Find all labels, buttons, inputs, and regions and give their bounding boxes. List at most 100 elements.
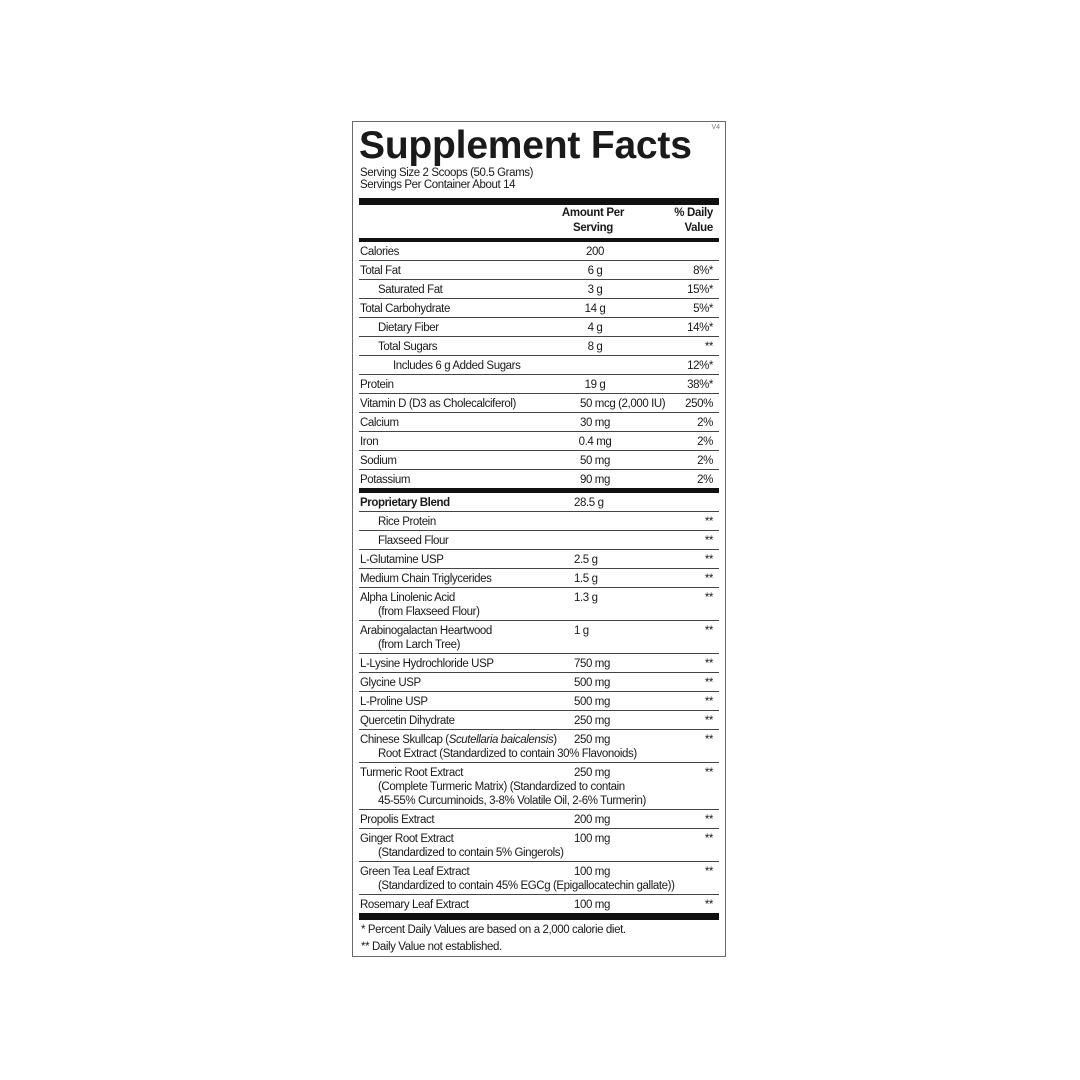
daily-value: ** bbox=[704, 814, 714, 826]
table-row: L-Lysine Hydrochloride USP 750 mg ** bbox=[359, 654, 719, 673]
table-row: Quercetin Dihydrate 250 mg ** bbox=[359, 711, 719, 730]
ingredient-name: Sodium bbox=[359, 454, 719, 468]
table-row: Rice Protein ** bbox=[359, 512, 719, 531]
ingredient-name: Ginger Root Extract bbox=[359, 832, 719, 846]
ingredient-name-text: L-Glutamine USP bbox=[360, 554, 444, 566]
ingredient-name: L-Lysine Hydrochloride USP bbox=[359, 657, 719, 671]
ingredient-name: Arabinogalactan Heartwood bbox=[359, 624, 719, 638]
daily-value: 2% bbox=[697, 436, 713, 448]
ingredient-name: L-Proline USP bbox=[359, 695, 719, 709]
table-row: Potassium 90 mg 2% bbox=[359, 470, 719, 488]
supplement-facts-panel: Supplement Facts V4 Serving Size 2 Scoop… bbox=[352, 121, 726, 957]
ingredient-name-text: Arabinogalactan Heartwood bbox=[360, 625, 492, 637]
ingredient-name: Turmeric Root Extract bbox=[359, 766, 719, 780]
ingredient-name-text: Total Carbohydrate bbox=[360, 303, 450, 315]
daily-value: 5%* bbox=[693, 303, 713, 315]
table-row: Propolis Extract 200 mg ** bbox=[359, 810, 719, 829]
ingredient-name: Rice Protein bbox=[359, 515, 719, 529]
servings-per-container: Servings Per Container About 14 bbox=[360, 179, 516, 191]
daily-value: 14%* bbox=[687, 322, 713, 334]
ingredient-detail: (from Flaxseed Flour) bbox=[378, 606, 480, 618]
daily-value: ** bbox=[704, 625, 714, 637]
serving-info: Serving Size 2 Scoops (50.5 Grams) Servi… bbox=[360, 167, 533, 191]
daily-value: 2% bbox=[697, 474, 713, 486]
table-row: Alpha Linolenic Acid (from Flaxseed Flour… bbox=[359, 588, 719, 621]
table-row: Glycine USP 500 mg ** bbox=[359, 673, 719, 692]
amount-per-serving: 2.5 g bbox=[574, 554, 598, 566]
nutrient-rows: Calories 200 Total Fat 6 g 8%* Saturated Fat 3… bbox=[359, 242, 719, 488]
bottom-divider bbox=[359, 913, 719, 920]
ingredient-name-text: Alpha Linolenic Acid bbox=[360, 592, 455, 604]
ingredient-name: Proprietary Blend bbox=[359, 496, 719, 510]
ingredient-name-text: Medium Chain Triglycerides bbox=[360, 573, 492, 585]
ingredient-name: Green Tea Leaf Extract bbox=[359, 865, 719, 879]
amount-per-serving: 100 mg bbox=[574, 833, 610, 845]
table-row: Total Carbohydrate 14 g 5%* bbox=[359, 299, 719, 318]
table-row: Total Sugars 8 g ** bbox=[359, 337, 719, 356]
daily-value: ** bbox=[704, 554, 714, 566]
ingredient-name-text: Green Tea Leaf Extract bbox=[360, 866, 470, 878]
ingredient-latin-name: Scutellaria baicalensis bbox=[448, 734, 554, 746]
amount-per-serving: 90 mg bbox=[580, 474, 610, 486]
ingredient-name: Includes 6 g Added Sugars bbox=[359, 359, 719, 373]
amount-per-serving: 3 g bbox=[587, 284, 603, 296]
ingredient-name: Total Carbohydrate bbox=[359, 302, 719, 316]
amount-header-line1: Amount Per bbox=[561, 207, 625, 219]
daily-value: 38%* bbox=[687, 379, 713, 391]
amount-header-line2: Serving bbox=[572, 222, 614, 234]
ingredient-name-text: Proprietary Blend bbox=[360, 497, 450, 509]
amount-per-serving: 8 g bbox=[587, 341, 603, 353]
ingredient-name: Vitamin D (D3 as Cholecalciferol) bbox=[359, 397, 719, 411]
ingredient-name: Dietary Fiber bbox=[359, 321, 719, 335]
daily-value: 2% bbox=[697, 417, 713, 429]
table-row: Ginger Root Extract (Standardized to cont… bbox=[359, 829, 719, 862]
ingredient-name: Calories bbox=[359, 245, 719, 259]
ingredient-name: L-Glutamine USP bbox=[359, 553, 719, 567]
header-divider bbox=[359, 238, 719, 242]
ingredient-name: Saturated Fat bbox=[359, 283, 719, 297]
ingredient-name: Medium Chain Triglycerides bbox=[359, 572, 719, 586]
table-row: Sodium 50 mg 2% bbox=[359, 451, 719, 470]
ingredient-name-text: Quercetin Dihydrate bbox=[360, 715, 455, 727]
ingredient-name-text: Protein bbox=[360, 379, 394, 391]
daily-value-header-line1: % Daily bbox=[674, 207, 713, 219]
amount-per-serving: 250 mg bbox=[574, 715, 610, 727]
version-code: V4 bbox=[711, 124, 720, 131]
amount-per-serving: 6 g bbox=[587, 265, 603, 277]
daily-value: ** bbox=[704, 866, 714, 878]
ingredient-name: Quercetin Dihydrate bbox=[359, 714, 719, 728]
amount-per-serving: 14 g bbox=[584, 303, 606, 315]
daily-value: 15%* bbox=[687, 284, 713, 296]
table-row: L-Proline USP 500 mg ** bbox=[359, 692, 719, 711]
ingredient-name: Rosemary Leaf Extract bbox=[359, 898, 719, 912]
ingredient-name-text: Total Fat bbox=[360, 265, 401, 277]
amount-per-serving: 30 mg bbox=[580, 417, 610, 429]
ingredient-name-text: L-Proline USP bbox=[360, 696, 428, 708]
ingredient-name: Total Sugars bbox=[359, 340, 719, 354]
ingredient-detail: (from Larch Tree) bbox=[378, 639, 461, 651]
table-row: Iron 0.4 mg 2% bbox=[359, 432, 719, 451]
ingredient-name: Potassium bbox=[359, 473, 719, 487]
table-row: Vitamin D (D3 as Cholecalciferol) 50 mcg … bbox=[359, 394, 719, 413]
ingredient-name-text: Propolis Extract bbox=[360, 814, 435, 826]
amount-per-serving: 100 mg bbox=[574, 899, 610, 911]
ingredient-name-text: L-Lysine Hydrochloride USP bbox=[360, 658, 494, 670]
amount-per-serving: 0.4 mg bbox=[578, 436, 612, 448]
table-row: Saturated Fat 3 g 15%* bbox=[359, 280, 719, 299]
table-row: L-Glutamine USP 2.5 g ** bbox=[359, 550, 719, 569]
amount-per-serving: 500 mg bbox=[574, 677, 610, 689]
table-row: Calories 200 bbox=[359, 242, 719, 261]
amount-per-serving: 500 mg bbox=[574, 696, 610, 708]
ingredient-name-suffix: ) bbox=[553, 734, 557, 746]
ingredient-name: Total Fat bbox=[359, 264, 719, 278]
ingredient-name-text: Saturated Fat bbox=[378, 284, 443, 296]
daily-value: ** bbox=[704, 341, 714, 353]
amount-per-serving: 28.5 g bbox=[574, 497, 604, 509]
blend-divider bbox=[359, 488, 719, 493]
table-row: Chinese Skullcap (Scutellaria baicalensi… bbox=[359, 730, 719, 763]
ingredient-name-text: Rosemary Leaf Extract bbox=[360, 899, 469, 911]
table-row: Arabinogalactan Heartwood (from Larch Tre… bbox=[359, 621, 719, 654]
daily-value: ** bbox=[704, 734, 714, 746]
table-row: Dietary Fiber 4 g 14%* bbox=[359, 318, 719, 337]
amount-per-serving: 200 bbox=[586, 246, 604, 258]
